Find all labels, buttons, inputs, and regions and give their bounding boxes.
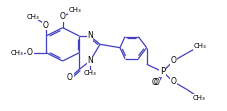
Text: N: N (87, 32, 93, 41)
Text: CH₃: CH₃ (10, 50, 23, 56)
Text: O: O (154, 78, 160, 87)
Text: CH₃: CH₃ (69, 7, 81, 13)
Text: CH₃: CH₃ (84, 70, 96, 76)
Text: O: O (170, 77, 176, 86)
Text: P: P (160, 67, 165, 76)
Text: O: O (27, 48, 33, 57)
Text: O: O (170, 56, 176, 65)
Text: N: N (87, 56, 93, 65)
Text: O: O (152, 78, 158, 87)
Text: O: O (43, 21, 49, 30)
Text: CH₃: CH₃ (193, 95, 206, 101)
Text: O: O (60, 12, 66, 21)
Text: CH₃: CH₃ (27, 14, 40, 20)
Text: CH₃: CH₃ (194, 43, 206, 49)
Text: O: O (67, 73, 73, 82)
